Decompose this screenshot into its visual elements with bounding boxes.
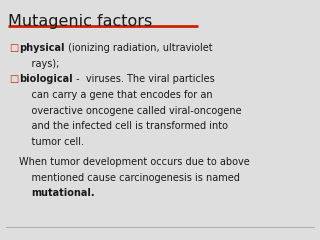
Text: □: □: [10, 74, 19, 84]
Text: Mutagenic factors: Mutagenic factors: [8, 14, 152, 30]
Text: mutational.: mutational.: [32, 188, 95, 198]
Text: overactive oncogene called viral-oncogene: overactive oncogene called viral-oncogen…: [19, 106, 242, 116]
Text: □: □: [10, 43, 19, 53]
Text: physical: physical: [19, 43, 65, 53]
Text: tumor cell.: tumor cell.: [19, 137, 84, 147]
Text: rays);: rays);: [19, 59, 60, 69]
Text: mentioned cause carcinogenesis is named: mentioned cause carcinogenesis is named: [19, 173, 240, 183]
Text: When tumor development occurs due to above: When tumor development occurs due to abo…: [19, 157, 250, 167]
Text: -  viruses. The viral particles: - viruses. The viral particles: [73, 74, 215, 84]
Text: can carry a gene that encodes for an: can carry a gene that encodes for an: [19, 90, 213, 100]
Text: and the infected cell is transformed into: and the infected cell is transformed int…: [19, 121, 228, 131]
Text: (ionizing radiation, ultraviolet: (ionizing radiation, ultraviolet: [65, 43, 212, 53]
Text: biological: biological: [19, 74, 73, 84]
